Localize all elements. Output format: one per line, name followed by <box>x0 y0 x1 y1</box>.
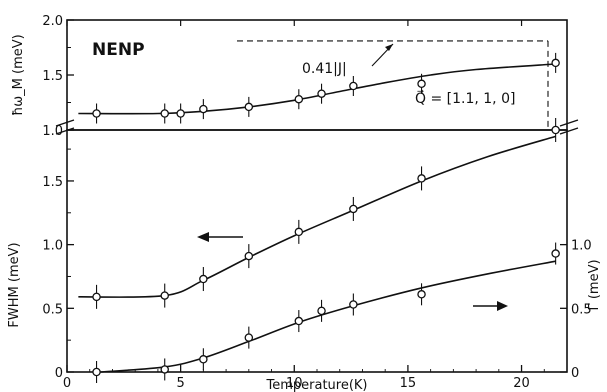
x-axis-title: Temperature(K) <box>265 378 367 392</box>
upper-axis-ticks: 1.0 1.5 2.0 <box>42 14 523 139</box>
gamma-series-point <box>244 333 254 342</box>
series-layer <box>78 52 560 383</box>
lower-y-tick-label: 1.5 <box>42 175 63 190</box>
lower-y-tick-label: 0.5 <box>42 302 63 317</box>
fwhm-series-point <box>92 292 101 302</box>
lower-y-tick-label: 0 <box>55 366 63 381</box>
upper-series-point <box>176 109 185 118</box>
right-y-tick-label: 0 <box>571 366 579 381</box>
x-tick-label: 5 <box>176 376 184 391</box>
upper-series-point <box>92 109 101 118</box>
upper-series-point <box>349 81 358 91</box>
fwhm-series-point <box>551 125 560 135</box>
upper-series-point <box>417 79 426 89</box>
axis-break-right <box>559 119 579 135</box>
fwhm-series-point <box>294 227 304 237</box>
upper-series-point <box>160 109 169 118</box>
x-tick-label: 10 <box>286 376 303 391</box>
fwhm-series-point <box>417 174 426 183</box>
gamma-series-point <box>199 355 208 364</box>
upper-y-axis-title: ħω_M (meV) <box>11 34 26 115</box>
lower-axis-ticks: 0 0.5 1.0 1.5 0 0.5 1.0 0 5 10 15 20 <box>42 148 592 391</box>
q-vector-label: Q⃗ = [1.1, 1, 0] <box>415 89 515 107</box>
lower-panel-frame <box>66 129 568 373</box>
gamma-series-point <box>551 249 560 258</box>
lower-y-tick-label: 1.0 <box>42 239 63 254</box>
right-y-tick-label: 0.5 <box>571 302 592 317</box>
gamma-series-point <box>294 316 304 326</box>
right-y-axis-title: Γ (meV) <box>587 259 602 310</box>
upper-series-point <box>244 102 254 112</box>
x-tick-label: 15 <box>400 376 417 391</box>
lower-y-axis-title: FWHM (meV) <box>7 242 22 327</box>
gamma-arrowhead <box>497 301 508 311</box>
axis-break-left <box>55 119 75 135</box>
gamma-series-point <box>160 365 169 374</box>
upper-y-tick-label: 1.0 <box>42 124 63 139</box>
upper-series-point <box>199 104 208 114</box>
reference-level-label: 0.41|J| <box>302 61 347 77</box>
upper-y-tick-label: 2.0 <box>42 14 63 29</box>
fwhm-series-point <box>199 274 208 284</box>
gamma-series-point <box>349 300 358 309</box>
gamma-series-point <box>92 367 101 377</box>
x-tick-label: 0 <box>63 376 71 391</box>
x-tick-label: 20 <box>513 376 530 391</box>
fwhm-arrowhead <box>197 232 209 242</box>
upper-series-point <box>317 89 326 98</box>
gamma-series-point <box>417 290 426 299</box>
fwhm-fit-curve <box>78 135 556 298</box>
upper-series-point <box>551 58 560 68</box>
right-y-tick-label: 1.0 <box>571 239 592 254</box>
upper-y-tick-label: 1.5 <box>42 69 63 84</box>
fwhm-series-point <box>160 291 169 300</box>
panel-label: NENP <box>92 40 145 60</box>
upper-series-point <box>294 94 304 104</box>
fwhm-series-point <box>349 204 358 214</box>
fwhm-series-point <box>244 251 254 261</box>
reference-arrowhead <box>385 44 393 51</box>
gamma-series-point <box>317 306 326 316</box>
gamma-fit-curve <box>101 260 556 373</box>
